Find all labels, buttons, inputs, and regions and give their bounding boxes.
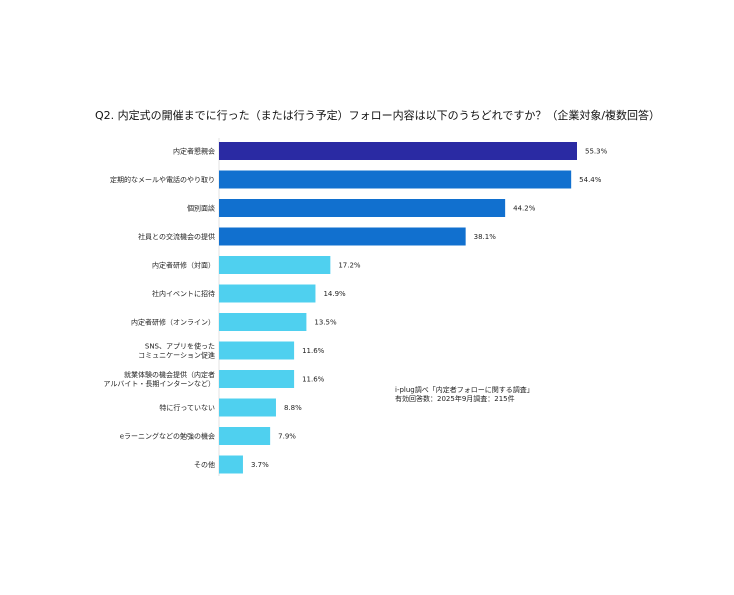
bar (219, 341, 295, 360)
category-label: 内定者懇親会 (173, 147, 215, 156)
value-label: 55.3% (585, 148, 608, 156)
bar (219, 313, 307, 331)
value-label: 17.2% (338, 262, 361, 270)
value-label: 11.6% (302, 376, 325, 384)
bar (219, 170, 572, 189)
chart-title: Q2. 内定式の開催までに行った（または行う予定）フォロー内容は以下のうちどれで… (95, 109, 661, 122)
category-label: その他 (194, 460, 215, 469)
bar (219, 455, 243, 474)
value-label: 11.6% (302, 347, 325, 355)
value-label: 7.9% (278, 433, 296, 441)
value-label: 8.8% (284, 404, 302, 412)
value-label: 3.7% (251, 461, 269, 469)
category-label: 定期的なメールや電話のやり取り (110, 175, 215, 184)
bar (219, 142, 577, 160)
category-label: 特に行っていない (159, 403, 215, 412)
value-label: 13.5% (314, 319, 337, 327)
category-label: 内定者研修（対面） (152, 261, 215, 270)
source-note: i-plug調べ「内定者フォローに関する調査」 有効回答数：2025年9月調査：… (395, 386, 534, 404)
category-label: 就業体験の機会提供（内定者アルバイト・長期インターンなど） (103, 370, 215, 388)
category-label: 社内イベントに招待 (152, 289, 215, 298)
bar (219, 227, 466, 246)
value-label: 38.1% (474, 233, 497, 241)
source-note-line: i-plug調べ「内定者フォローに関する調査」 (395, 386, 534, 394)
value-label: 14.9% (323, 290, 346, 298)
bar (219, 398, 276, 417)
bar (219, 256, 331, 274)
category-label: SNS、アプリを使ったコミュニケーション促進 (138, 342, 215, 360)
category-label: eラーニングなどの勉強の機会 (120, 432, 215, 441)
bar (219, 427, 271, 445)
value-label: 54.4% (579, 176, 602, 184)
category-label: 内定者研修（オンライン） (131, 318, 215, 327)
bar (219, 199, 506, 217)
bar (219, 284, 316, 303)
category-label: 個別面談 (187, 204, 215, 213)
source-note-line: 有効回答数：2025年9月調査：215件 (395, 395, 515, 403)
value-label: 44.2% (513, 205, 536, 213)
category-label: 社員との交流機会の提供 (138, 232, 215, 241)
bar (219, 370, 295, 388)
